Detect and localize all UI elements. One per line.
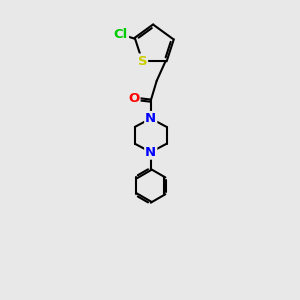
Text: O: O [128,92,140,105]
Text: S: S [137,55,147,68]
Text: N: N [145,112,156,125]
Text: Cl: Cl [114,28,128,41]
Text: N: N [145,146,156,159]
